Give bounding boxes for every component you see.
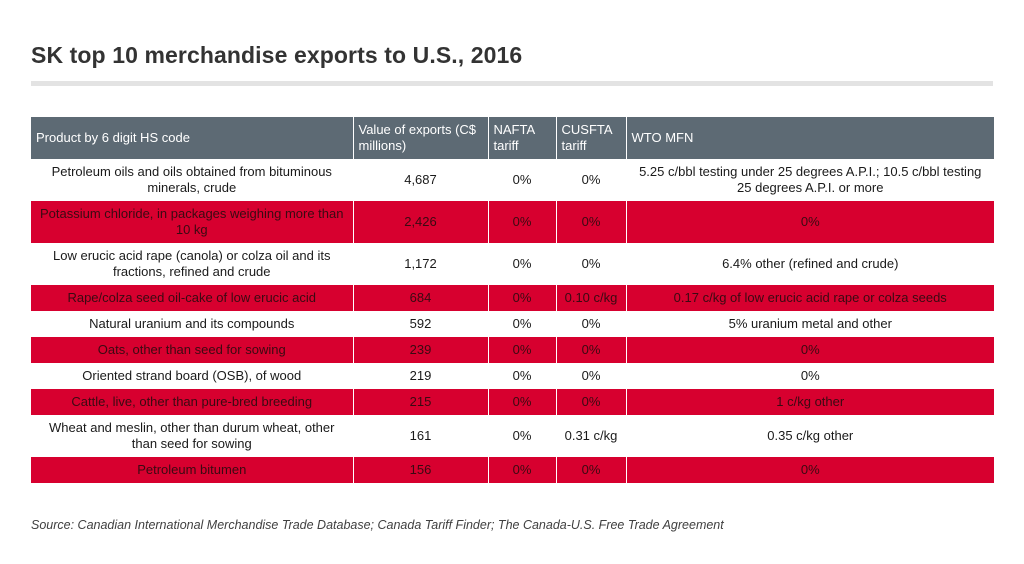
table-row: Rape/colza seed oil-cake of low erucic a… xyxy=(31,285,994,311)
cell-value: 592 xyxy=(353,311,489,337)
cell-cusfta: 0% xyxy=(556,311,627,337)
table-row: Low erucic acid rape (canola) or colza o… xyxy=(31,243,994,285)
chart-title: SK top 10 merchandise exports to U.S., 2… xyxy=(31,42,523,68)
exports-table: Product by 6 digit HS code Value of expo… xyxy=(31,117,994,483)
header-value: Value of exports (C$ millions) xyxy=(353,117,489,159)
table-header-row: Product by 6 digit HS code Value of expo… xyxy=(31,117,994,159)
cell-product: Potassium chloride, in packages weighing… xyxy=(31,201,354,243)
title-divider xyxy=(31,81,993,86)
cell-wto: 0% xyxy=(626,363,994,389)
header-wto: WTO MFN xyxy=(626,117,994,159)
cell-product: Natural uranium and its compounds xyxy=(31,311,354,337)
cell-nafta: 0% xyxy=(488,415,557,457)
header-nafta: NAFTA tariff xyxy=(488,117,557,159)
cell-wto: 5.25 c/bbl testing under 25 degrees A.P.… xyxy=(626,159,994,201)
cell-nafta: 0% xyxy=(488,311,557,337)
cell-product: Petroleum bitumen xyxy=(31,457,354,483)
cell-product: Petroleum oils and oils obtained from bi… xyxy=(31,159,354,201)
cell-cusfta: 0% xyxy=(556,243,627,285)
table-row: Cattle, live, other than pure-bred breed… xyxy=(31,389,994,415)
cell-cusfta: 0% xyxy=(556,159,627,201)
cell-product: Low erucic acid rape (canola) or colza o… xyxy=(31,243,354,285)
cell-cusfta: 0% xyxy=(556,389,627,415)
source-note: Source: Canadian International Merchandi… xyxy=(31,518,724,532)
table-row: Petroleum bitumen 156 0% 0% 0% xyxy=(31,457,994,483)
table-row: Wheat and meslin, other than durum wheat… xyxy=(31,415,994,457)
cell-wto: 1 c/kg other xyxy=(626,389,994,415)
cell-cusfta: 0% xyxy=(556,337,627,363)
cell-cusfta: 0% xyxy=(556,363,627,389)
cell-nafta: 0% xyxy=(488,363,557,389)
cell-value: 219 xyxy=(353,363,489,389)
cell-value: 215 xyxy=(353,389,489,415)
cell-cusfta: 0% xyxy=(556,457,627,483)
table-row: Oats, other than seed for sowing 239 0% … xyxy=(31,337,994,363)
cell-product: Wheat and meslin, other than durum wheat… xyxy=(31,415,354,457)
cell-product: Oats, other than seed for sowing xyxy=(31,337,354,363)
cell-value: 161 xyxy=(353,415,489,457)
table-row: Potassium chloride, in packages weighing… xyxy=(31,201,994,243)
cell-value: 2,426 xyxy=(353,201,489,243)
cell-value: 684 xyxy=(353,285,489,311)
table-row: Oriented strand board (OSB), of wood 219… xyxy=(31,363,994,389)
cell-nafta: 0% xyxy=(488,201,557,243)
cell-wto: 0% xyxy=(626,457,994,483)
table-row: Petroleum oils and oils obtained from bi… xyxy=(31,159,994,201)
cell-cusfta: 0.10 c/kg xyxy=(556,285,627,311)
cell-value: 1,172 xyxy=(353,243,489,285)
cell-wto: 0% xyxy=(626,201,994,243)
cell-wto: 0% xyxy=(626,337,994,363)
cell-wto: 0.35 c/kg other xyxy=(626,415,994,457)
cell-product: Rape/colza seed oil-cake of low erucic a… xyxy=(31,285,354,311)
cell-product: Oriented strand board (OSB), of wood xyxy=(31,363,354,389)
cell-nafta: 0% xyxy=(488,389,557,415)
cell-value: 239 xyxy=(353,337,489,363)
cell-cusfta: 0% xyxy=(556,201,627,243)
cell-wto: 6.4% other (refined and crude) xyxy=(626,243,994,285)
cell-value: 4,687 xyxy=(353,159,489,201)
cell-nafta: 0% xyxy=(488,159,557,201)
table-row: Natural uranium and its compounds 592 0%… xyxy=(31,311,994,337)
cell-cusfta: 0.31 c/kg xyxy=(556,415,627,457)
cell-product: Cattle, live, other than pure-bred breed… xyxy=(31,389,354,415)
cell-nafta: 0% xyxy=(488,337,557,363)
cell-nafta: 0% xyxy=(488,285,557,311)
cell-nafta: 0% xyxy=(488,457,557,483)
header-cusfta: CUSFTA tariff xyxy=(556,117,627,159)
cell-wto: 0.17 c/kg of low erucic acid rape or col… xyxy=(626,285,994,311)
header-product: Product by 6 digit HS code xyxy=(31,117,354,159)
cell-wto: 5% uranium metal and other xyxy=(626,311,994,337)
cell-value: 156 xyxy=(353,457,489,483)
cell-nafta: 0% xyxy=(488,243,557,285)
